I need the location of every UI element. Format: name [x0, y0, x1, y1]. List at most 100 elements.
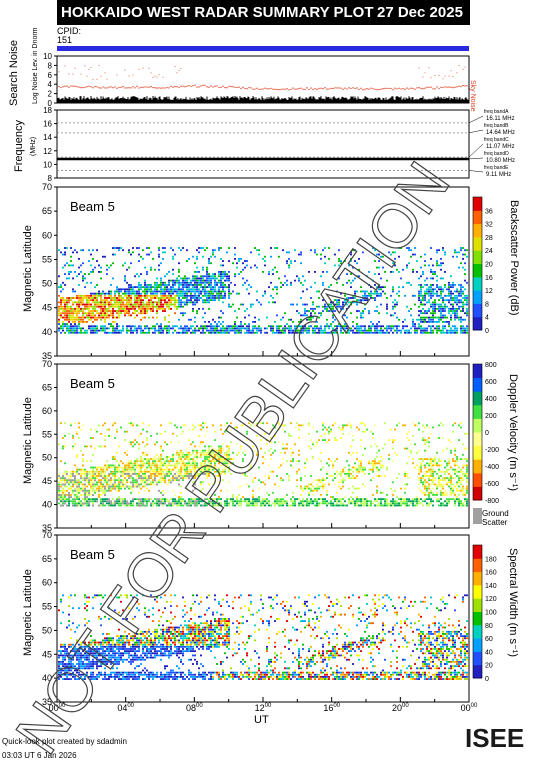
- freq-band-label: freq bandC: [484, 137, 509, 143]
- width-cbar-segment: [473, 611, 482, 626]
- sky-noise-point: [270, 87, 272, 90]
- velocity-ytick-label: 40: [42, 500, 52, 510]
- sky-noise-point: [440, 86, 442, 89]
- sky-noise-point: [330, 87, 332, 90]
- sky-noise-point: [164, 87, 166, 89]
- sky-noise-point: [168, 87, 170, 89]
- sky-noise-point: [342, 88, 344, 91]
- x-tick-label: 1200: [255, 703, 272, 713]
- sky-noise-point: [208, 86, 210, 89]
- sky-noise-point: [170, 85, 172, 88]
- sky-noise-point: [294, 88, 296, 90]
- sky-noise-point: [68, 86, 70, 88]
- sky-noise-point: [204, 84, 206, 87]
- noise-ytick-label: 10: [43, 52, 52, 61]
- width-cbar-segment: [473, 545, 482, 559]
- width-cbar-segment: [473, 624, 482, 639]
- power-data: [58, 247, 468, 334]
- sky-noise-point: [382, 87, 384, 90]
- power-cbar-label: Backscatter Power (dB): [508, 200, 520, 316]
- freq-ytick-label: 10: [43, 160, 52, 169]
- sky-noise-point: [202, 84, 204, 87]
- sky-noise-point: [322, 87, 324, 90]
- power-cbar-frame: [472, 196, 483, 331]
- sky-noise-scatter: [422, 76, 424, 78]
- width-ytick-label: 65: [42, 554, 52, 564]
- sky-noise-scatter: [156, 76, 158, 78]
- sky-noise-point: [290, 88, 292, 91]
- sky-noise-point: [154, 87, 156, 89]
- power-cbar-tick: 36: [485, 208, 493, 215]
- sky-noise-point: [454, 86, 456, 88]
- sky-noise-scatter: [74, 67, 76, 69]
- sky-noise-scatter: [84, 65, 86, 67]
- sky-noise-point: [446, 86, 448, 88]
- sky-noise-point: [264, 87, 266, 89]
- sky-noise-scatter: [138, 69, 140, 71]
- plot-title: HOKKAIDO WEST RADAR SUMMARY PLOT: [61, 4, 374, 21]
- sky-noise-point: [362, 89, 364, 91]
- sky-noise-point: [304, 88, 306, 91]
- velocity-cbar-label: Doppler Velocity (m s⁻¹): [507, 374, 519, 492]
- noise-ytick-label: 2: [48, 90, 53, 99]
- sky-noise-point: [128, 87, 130, 89]
- sky-noise-point: [148, 86, 150, 89]
- sky-noise-point: [124, 87, 126, 89]
- power-cbar-tick: 20: [485, 262, 493, 269]
- power-cbar-segment: [473, 316, 482, 331]
- x-tick-label: 2000: [392, 703, 409, 713]
- sky-noise-point: [298, 87, 300, 90]
- sky-noise-point: [368, 88, 370, 90]
- sky-noise-scatter: [104, 72, 106, 74]
- sky-noise-point: [370, 87, 372, 89]
- sky-noise-point: [438, 87, 440, 90]
- sky-noise-scatter: [64, 65, 66, 67]
- sky-noise-point: [358, 88, 360, 91]
- velocity-cbar-tick: -400: [485, 464, 499, 471]
- sky-noise-point: [450, 86, 452, 89]
- sky-noise-point: [212, 86, 214, 88]
- sky-noise-point: [258, 88, 260, 91]
- velocity-cbar-segment: [473, 377, 482, 392]
- sky-noise-point: [244, 87, 246, 90]
- velocity-ytick-label: 35: [42, 523, 52, 533]
- sky-noise-point: [146, 86, 148, 88]
- sky-noise-point: [122, 85, 124, 88]
- x-tick-label: 1600: [323, 703, 340, 713]
- sky-noise-point: [392, 88, 394, 91]
- sky-noise-point: [200, 85, 202, 87]
- sky-noise-point: [326, 88, 328, 90]
- sky-noise-scatter: [424, 72, 426, 74]
- sky-noise-point: [288, 89, 290, 91]
- sky-noise-point: [364, 88, 366, 90]
- sky-noise-point: [220, 86, 222, 89]
- width-ytick-label: 35: [42, 697, 52, 707]
- sky-noise-scatter: [452, 76, 454, 78]
- sky-noise-point: [348, 87, 350, 89]
- width-cbar-frame: [472, 544, 483, 679]
- velocity-cbar-segment: [473, 418, 482, 433]
- sky-noise-point: [346, 88, 348, 90]
- sky-noise-point: [436, 86, 438, 88]
- sky-noise-point: [314, 88, 316, 90]
- power-cbar-segment: [473, 210, 482, 225]
- power-ytick-label: 60: [42, 230, 52, 240]
- power-cbar-tick: 16: [485, 275, 493, 282]
- sky-noise-point: [448, 86, 450, 88]
- width-cbar-segment: [473, 558, 482, 573]
- sky-noise-point: [418, 86, 420, 89]
- velocity-cbar-tick: -200: [485, 447, 499, 454]
- sky-noise-point: [464, 85, 466, 87]
- plot-date: 27 Dec 2025: [377, 4, 463, 21]
- sky-noise-point: [62, 86, 64, 88]
- velocity-ytick-label: 60: [42, 406, 52, 416]
- sky-noise-scatter: [142, 67, 144, 69]
- sky-noise-scatter: [450, 70, 452, 72]
- sky-noise-point: [300, 87, 302, 89]
- sky-noise-point: [388, 87, 390, 90]
- sky-noise-scatter: [430, 77, 432, 79]
- sky-noise-point: [190, 85, 192, 88]
- freq-band-value: 9.11 MHz: [486, 172, 511, 178]
- timestamp-text: 03:03 UT 6 Jan 2026: [2, 751, 77, 760]
- sky-noise-point: [108, 86, 110, 88]
